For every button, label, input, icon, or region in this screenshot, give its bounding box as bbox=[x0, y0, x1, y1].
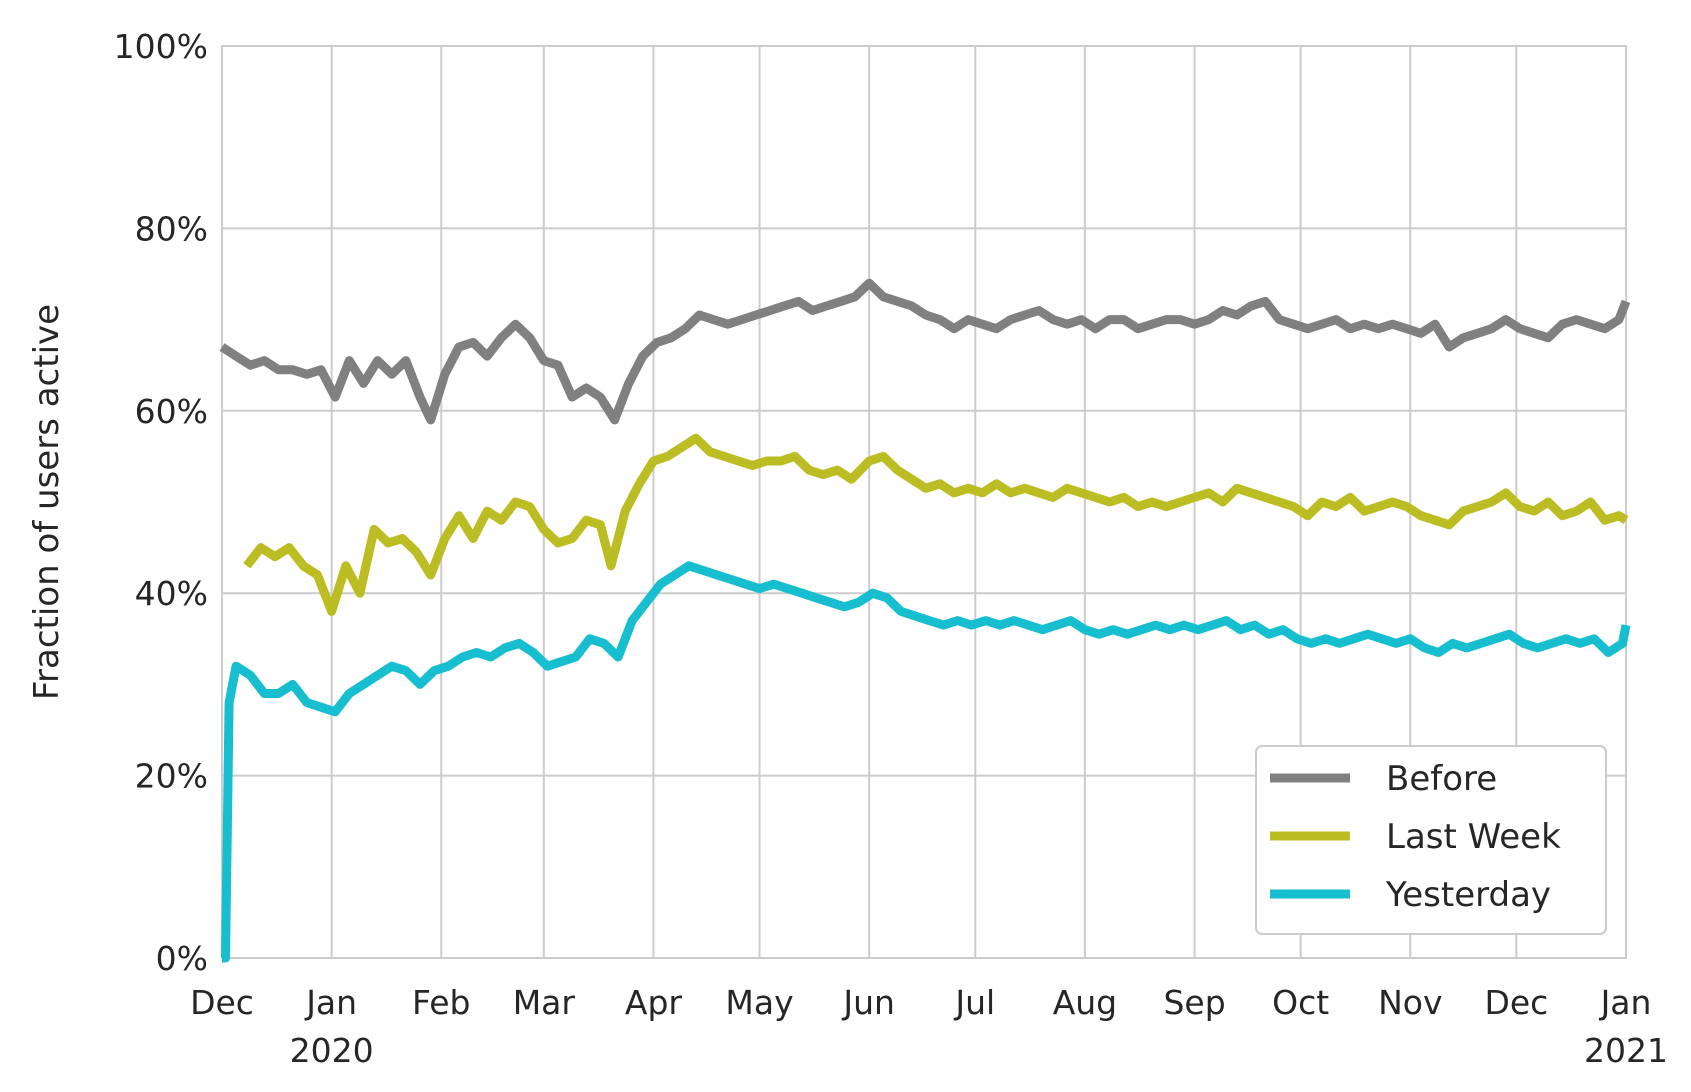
x-tick-label: Mar bbox=[513, 983, 576, 1022]
x-axis-ticks: Dec Jan 2020 Feb Mar Apr May Jun Jul Aug Sep Oct Nov… bbox=[190, 983, 1668, 1070]
series-line-before bbox=[219, 278, 1631, 425]
y-tick-label: 60% bbox=[135, 392, 208, 431]
x-tick-label: Oct bbox=[1272, 983, 1329, 1022]
x-tick-label: Jan bbox=[1599, 983, 1652, 1022]
x-tick-label: Jul bbox=[953, 983, 995, 1022]
y-tick-label: 0% bbox=[156, 939, 208, 978]
legend-label-last-week: Last Week bbox=[1386, 817, 1561, 857]
y-axis-ticks: 0% 20% 40% 60% 80% 100% bbox=[114, 27, 208, 978]
x-tick-label: Jun bbox=[841, 983, 895, 1022]
legend-box bbox=[1255, 745, 1607, 935]
x-tick-label: Apr bbox=[625, 983, 683, 1022]
y-axis-label: Fraction of users active bbox=[27, 304, 67, 700]
y-tick-label: 20% bbox=[135, 757, 208, 796]
x-tick-label: Sep bbox=[1163, 983, 1225, 1022]
x-tick-label: Nov bbox=[1378, 983, 1442, 1022]
y-tick-label: 40% bbox=[135, 574, 208, 613]
plot-frame bbox=[221, 45, 1627, 959]
legend-label-before: Before bbox=[1386, 759, 1497, 799]
x-tick-label: Feb bbox=[412, 983, 470, 1022]
x-tick-year-label: 2020 bbox=[290, 1031, 374, 1070]
x-tick-label: Aug bbox=[1053, 983, 1117, 1022]
series-layer bbox=[219, 278, 1631, 963]
legend-label-yesterday: Yesterday bbox=[1385, 875, 1551, 915]
x-tick-label: Dec bbox=[1484, 983, 1548, 1022]
series-line-yesterday bbox=[221, 561, 1631, 963]
series-line-last-week bbox=[243, 433, 1629, 616]
x-tick-label: Dec bbox=[190, 983, 254, 1022]
y-tick-label: 100% bbox=[114, 27, 208, 66]
x-tick-year-label: 2021 bbox=[1584, 1031, 1668, 1070]
x-tick-label: Jan bbox=[304, 983, 357, 1022]
x-tick-label: May bbox=[725, 983, 793, 1022]
y-tick-label: 80% bbox=[135, 209, 208, 248]
legend: Before Last Week Yesterday bbox=[1255, 745, 1607, 935]
